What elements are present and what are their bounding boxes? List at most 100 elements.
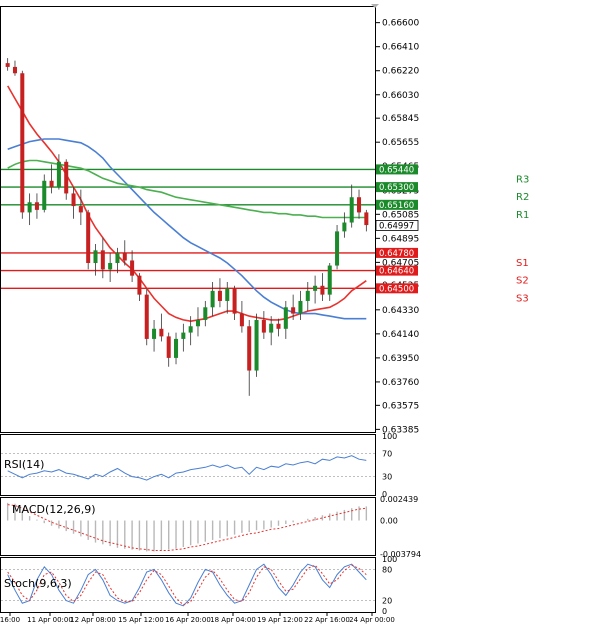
chart-shift-marker[interactable] — [371, 4, 379, 8]
candle-body — [261, 319, 266, 333]
macd-tick-label: 0.002439 — [380, 495, 418, 504]
price-tick-label: 0.66600 — [382, 19, 419, 29]
level-price-label: 0.65160 — [379, 201, 414, 211]
candle-body — [20, 73, 25, 213]
candle-body — [130, 260, 135, 276]
time-tick-label: 15 Apr 12:00 — [118, 616, 164, 624]
level-name-s3: S3 — [516, 293, 529, 304]
candle-body — [144, 294, 149, 339]
level-price-box — [376, 199, 418, 210]
price-tick-label: 0.63950 — [382, 354, 419, 364]
candle-body — [327, 265, 332, 295]
price-tick-label: 0.63385 — [382, 425, 419, 435]
pivot-levels: R3 0.65440 R2 0.65300 R1 0.65160 S1 0.64780 S2 0.… — [1, 164, 529, 304]
level-price-label: 0.65300 — [379, 183, 414, 193]
candle-body — [225, 288, 230, 301]
candle-body — [217, 290, 222, 301]
osc-tick-label: 100 — [382, 555, 397, 564]
candle-body — [247, 326, 252, 371]
osc-tick-label: 80 — [382, 565, 392, 574]
rsi-panel[interactable] — [0, 434, 376, 496]
candle-body — [203, 307, 208, 320]
osc-tick-label: 20 — [382, 597, 392, 606]
time-tick-label: 22 Apr 16:00 — [304, 616, 350, 624]
candle-body — [86, 212, 91, 264]
candle-body — [64, 161, 69, 194]
candle-body — [269, 323, 274, 333]
candle-body — [349, 197, 354, 223]
candle-body — [291, 307, 296, 314]
osc-tick-label: 0 — [382, 607, 387, 616]
level-name-r2: R2 — [516, 192, 529, 203]
candle-body — [115, 252, 120, 264]
macd-tick-label: 0.00 — [380, 517, 398, 526]
candle-body — [335, 231, 340, 266]
candle-body — [188, 326, 193, 333]
price-tick-label: 0.64705 — [382, 258, 419, 268]
stoch-panel[interactable] — [0, 557, 376, 613]
price-tick-label: 0.63760 — [382, 378, 419, 388]
time-tick-label: 16:00 — [0, 616, 20, 624]
candle-body — [100, 250, 105, 270]
candle-body — [122, 252, 127, 261]
price-tick-label: 0.66220 — [382, 67, 419, 77]
osc-tick-label: 30 — [382, 473, 392, 482]
candle-body — [12, 66, 17, 74]
candle-body — [313, 285, 318, 291]
candle-body — [283, 307, 288, 329]
candle-body — [152, 328, 157, 339]
macd-panel[interactable] — [0, 497, 376, 556]
current-price-box — [375, 220, 419, 231]
candle-body — [56, 161, 61, 188]
level-name-r3: R3 — [516, 174, 529, 185]
candle-body — [276, 323, 281, 329]
candle-body — [108, 263, 113, 270]
candle-body — [305, 290, 310, 301]
candle-body — [298, 300, 303, 314]
price-tick-label: 0.64330 — [382, 306, 419, 316]
price-tick-label: 0.64895 — [382, 234, 419, 244]
price-tick-label: 0.64140 — [382, 330, 419, 340]
macd-signal-line — [7, 504, 367, 551]
osc-line-0 — [7, 455, 367, 481]
candle-body — [195, 319, 200, 327]
macd-label: MACD(12,26,9) — [12, 503, 96, 516]
time-tick-label: 24 Apr 00:00 — [349, 616, 395, 624]
price-tick-label: 0.65655 — [382, 138, 419, 148]
level-price-box — [376, 164, 418, 175]
candle-body — [232, 288, 237, 314]
level-price-box — [376, 247, 418, 258]
level-price-box — [376, 182, 418, 193]
price-panel[interactable] — [0, 6, 376, 433]
current-price-marker: 0.64997 — [375, 220, 419, 231]
level-price-label: 0.64500 — [379, 284, 414, 294]
candle-body — [181, 332, 186, 339]
candle-body — [159, 328, 164, 337]
candlesticks — [5, 58, 369, 396]
candle-body — [210, 290, 215, 308]
time-tick-label: 16 Apr 20:00 — [165, 616, 211, 624]
osc-line-1 — [7, 564, 367, 606]
level-price-box — [376, 283, 418, 294]
osc-tick-label: 100 — [382, 432, 397, 441]
price-tick-label: 0.65085 — [382, 210, 419, 220]
candle-body — [254, 319, 259, 371]
candle-body — [137, 275, 142, 295]
candle-body — [71, 193, 76, 207]
level-price-box — [376, 265, 418, 276]
candle-body — [239, 313, 244, 327]
price-tick-label: 0.66030 — [382, 91, 419, 101]
current-price-label: 0.64997 — [379, 221, 414, 231]
candle-body — [34, 202, 39, 210]
osc-tick-label: 70 — [382, 449, 392, 458]
level-name-s2: S2 — [516, 276, 529, 287]
candle-body — [174, 338, 179, 358]
macd-tick-label: -0.003794 — [380, 550, 421, 559]
candle-body — [5, 63, 10, 67]
candle-body — [27, 202, 32, 213]
time-tick-label: 19 Apr 12:00 — [257, 616, 303, 624]
